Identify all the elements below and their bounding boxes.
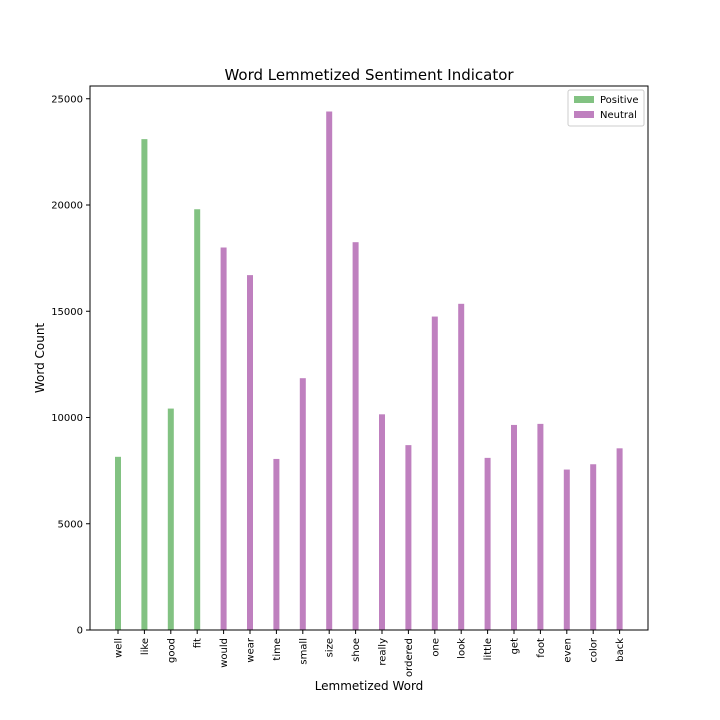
bar-neutral-look [458,303,465,630]
chart-title: Word Lemmetized Sentiment Indicator [224,66,514,84]
x-tick-label: one [430,638,441,657]
y-axis-label: Word Count [33,323,47,394]
bar-neutral-size [326,111,333,630]
x-tick-label: back [615,638,626,662]
bar-neutral-even [563,469,570,630]
bar-neutral-time [273,458,280,630]
x-tick-label: get [510,638,521,655]
legend-label-neutral: Neutral [600,110,637,121]
x-tick-label: foot [536,638,547,658]
bar-neutral-really [379,414,385,630]
x-tick-label: little [483,638,494,660]
x-tick-label: color [589,637,600,663]
bar-neutral-foot [537,423,544,630]
x-tick-label: wear [246,637,257,662]
bar-neutral-would [220,247,227,630]
x-tick-label: fit [193,638,204,648]
x-tick-label: would [219,638,230,668]
bar-positive-good [167,408,174,630]
plot-frame [89,85,649,631]
y-tick-label: 20000 [51,201,83,212]
x-tick-label: small [298,638,309,665]
plot-area: 0 5000 10000 15000 20000 25000 well like good fit… [51,94,626,677]
legend-swatch-neutral [574,111,594,118]
y-tick-label: 15000 [51,307,83,318]
x-axis-label: Lemmetized Word [315,679,424,693]
x-tick-label: shoe [351,638,362,662]
x-tick-label: like [140,638,151,655]
bar-neutral-small [299,378,306,630]
x-tick-label: really [378,638,389,666]
bar-positive-fit [194,209,201,630]
x-tick-label: good [166,638,177,663]
x-tick-label: even [562,638,573,663]
bar-neutral-one [431,316,438,630]
x-tick-label: size [325,638,336,657]
y-tick-label: 25000 [51,94,83,105]
y-tick-label: 5000 [58,519,83,530]
bar-neutral-get [511,424,517,630]
bar-neutral-back [616,448,623,630]
bar-neutral-little [484,457,491,630]
x-tick-label: ordered [404,638,415,677]
bar-neutral-ordered [405,445,412,630]
x-tick-label: look [457,638,468,659]
y-tick-label: 0 [77,626,83,637]
legend: Positive Neutral [567,89,645,127]
bar-neutral-color [590,464,597,630]
legend-label-positive: Positive [600,95,639,106]
x-tick-label: time [272,638,283,661]
y-tick-label: 10000 [51,413,83,424]
bar-neutral-wear [247,275,253,630]
bar-positive-like [141,139,148,630]
bar-positive-well [115,456,121,630]
legend-swatch-positive [574,96,594,103]
x-tick-label: well [114,638,125,658]
bar-neutral-shoe [352,242,359,630]
